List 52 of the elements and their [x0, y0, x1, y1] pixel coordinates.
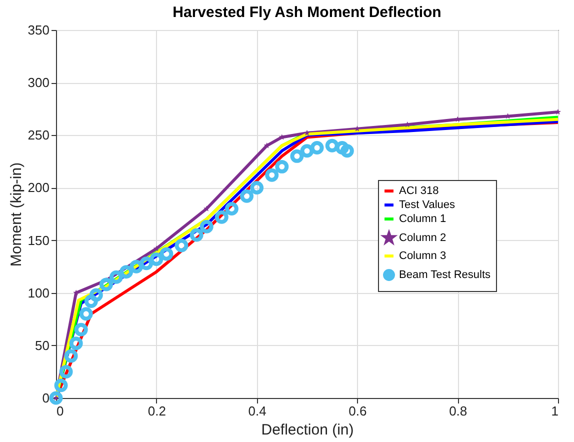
point — [49, 391, 63, 405]
point — [140, 256, 154, 270]
point — [84, 294, 98, 308]
point — [200, 220, 214, 234]
point — [275, 160, 289, 174]
legend-label: Column 3 — [399, 250, 446, 262]
y-axis-title: Moment (kip-in) — [8, 162, 25, 267]
point — [190, 228, 204, 242]
point — [79, 307, 93, 321]
y-tick-label: 150 — [28, 232, 50, 248]
y-tick-label: 350 — [28, 22, 50, 38]
point — [69, 336, 83, 350]
point — [310, 141, 324, 154]
legend-label: Column 2 — [399, 232, 446, 244]
point — [99, 278, 113, 292]
chart-title: Harvested Fly Ash Moment Deflection — [172, 4, 442, 21]
x-tick-label: 1 — [551, 404, 558, 418]
point — [54, 378, 68, 392]
point — [224, 202, 238, 216]
x-tick-label: 0.2 — [148, 404, 166, 418]
legend-label: Test Values — [399, 199, 456, 211]
point — [240, 189, 254, 203]
y-tick-label: 300 — [28, 75, 50, 90]
y-tick-label: 100 — [28, 285, 50, 300]
point — [74, 322, 88, 336]
point — [325, 138, 339, 152]
y-tick-label: 200 — [28, 180, 50, 196]
point — [174, 238, 188, 252]
point — [160, 247, 174, 261]
point — [265, 168, 279, 182]
legend-label: ACI 318 — [399, 185, 439, 197]
x-tick-label: 0.4 — [248, 404, 266, 418]
y-tick-label: 250 — [28, 128, 50, 143]
point — [109, 270, 123, 284]
point — [214, 210, 228, 224]
point — [250, 180, 264, 194]
y-tick-label: 50 — [35, 338, 50, 353]
legend-label: Column 1 — [399, 213, 446, 225]
point — [59, 364, 73, 378]
point — [130, 260, 144, 274]
x-tick-label: 0.8 — [449, 404, 468, 418]
y-tick-label: 0 — [42, 390, 50, 406]
point — [64, 349, 78, 363]
x-tick-label: 0 — [56, 404, 64, 418]
point — [89, 288, 103, 302]
point — [300, 144, 314, 158]
point — [290, 149, 304, 163]
x-tick-label: 0.6 — [348, 404, 367, 418]
point — [150, 252, 164, 266]
legend-label: Beam Test Results — [399, 269, 491, 281]
point — [120, 265, 134, 279]
x-axis-title: Deflection (in) — [261, 422, 354, 438]
